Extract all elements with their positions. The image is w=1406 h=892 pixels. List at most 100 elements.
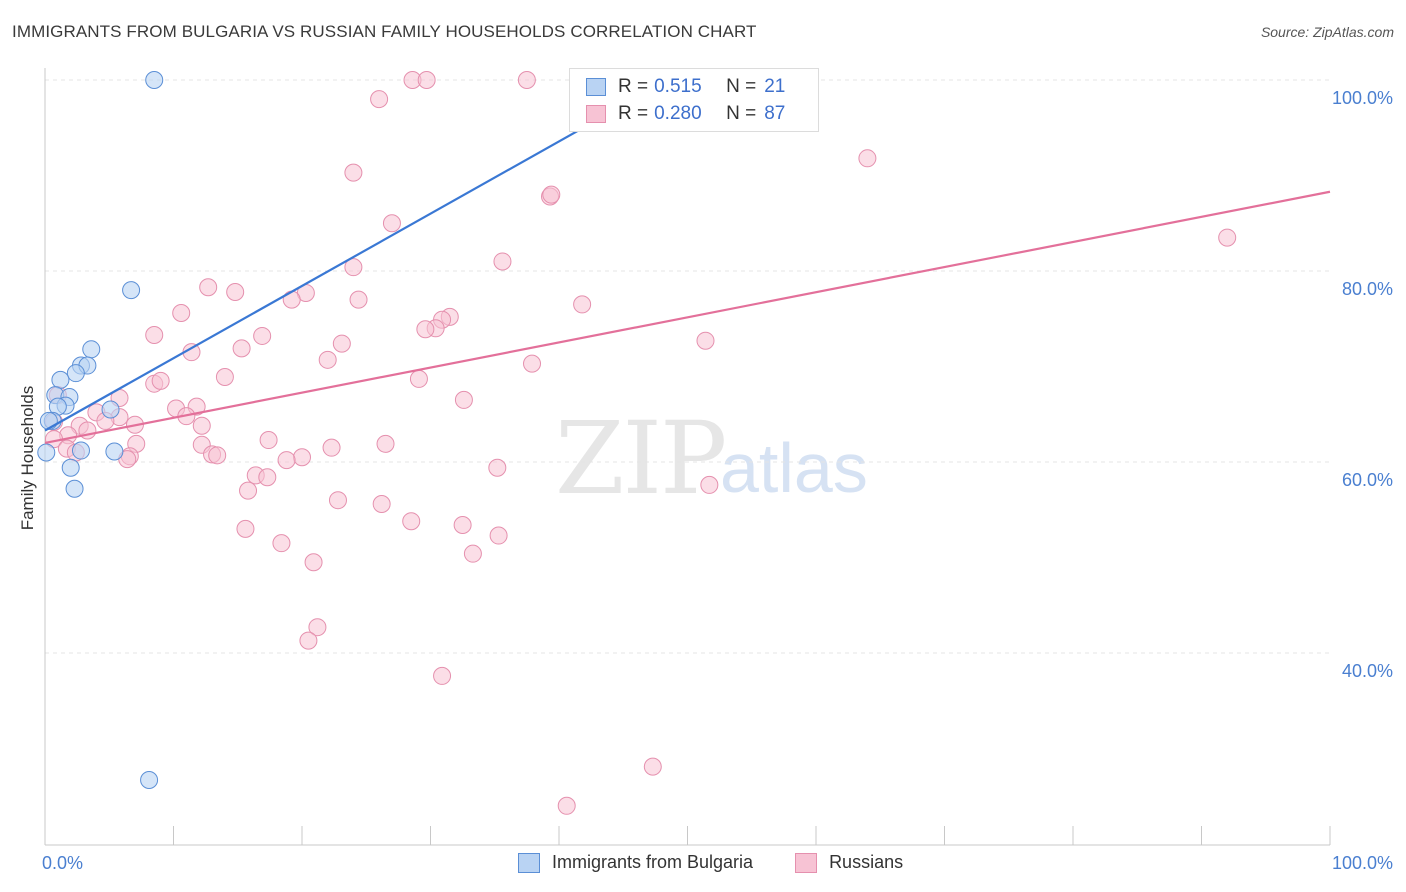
russians-point	[416, 320, 435, 339]
russians-point	[372, 495, 391, 514]
trend-lines	[44, 79, 1331, 444]
russians-point	[700, 475, 719, 494]
bulgaria-point	[101, 400, 120, 419]
russians-point	[489, 526, 508, 545]
legend-n-label: N =	[726, 103, 757, 124]
legend-item-russians[interactable]: Russians	[795, 852, 903, 873]
russians-point	[328, 491, 347, 510]
x-tick-label: 100.0%	[1332, 853, 1393, 873]
watermark-zip: ZIP	[555, 400, 727, 517]
russians-point	[433, 666, 452, 685]
russians-point	[151, 371, 170, 390]
russians-point	[236, 519, 255, 538]
russians-point	[696, 331, 715, 350]
russians-point	[344, 163, 363, 182]
russians-point	[493, 252, 512, 271]
russians-point	[282, 290, 301, 309]
russians-point	[1218, 228, 1237, 247]
russians-point	[542, 185, 561, 204]
legend-r-value: 0.515	[654, 76, 702, 97]
chart-title: IMMIGRANTS FROM BULGARIA VS RUSSIAN FAMI…	[12, 22, 757, 41]
legend-label-russians: Russians	[829, 852, 904, 872]
russians-point	[344, 258, 363, 277]
legend-row-russians: R = 0.280 N = 87	[586, 102, 785, 126]
russians-point	[517, 71, 536, 89]
bulgaria-point	[122, 281, 141, 300]
bulgaria-point	[37, 443, 56, 462]
tick-labels: 40.0% 60.0% 80.0% 100.0% 0.0% 100.0%	[42, 88, 1393, 873]
russians-point	[253, 326, 272, 345]
russians-point	[199, 278, 218, 297]
source-label: Source: ZipAtlas.com	[1260, 24, 1394, 40]
legend-swatch-blue	[586, 78, 606, 96]
correlation-legend: R = 0.515 N = 21 R = 0.280 N = 87	[569, 68, 819, 132]
y-tick-label: 100.0%	[1332, 88, 1393, 108]
bulgaria-point	[39, 411, 58, 430]
russians-point	[172, 304, 191, 323]
russians-point	[573, 295, 592, 314]
bulgaria-point	[105, 442, 124, 461]
russians-point	[417, 71, 436, 89]
legend-n-value: 87	[764, 103, 786, 124]
russians-point	[145, 325, 164, 344]
bulgaria-trend-line	[44, 79, 669, 432]
legend-r-label: R =	[618, 103, 649, 124]
russians-point	[208, 446, 227, 465]
legend-swatch-pink	[795, 852, 818, 873]
bulgaria-point	[65, 479, 84, 498]
russians-point	[557, 796, 576, 815]
russians-point	[318, 350, 337, 369]
russians-point	[226, 283, 245, 302]
legend-n-value: 21	[764, 76, 786, 97]
russians-point	[453, 516, 472, 535]
legend-swatch-blue	[518, 852, 540, 873]
russians-point	[454, 390, 473, 409]
watermark-atlas: atlas	[720, 429, 868, 507]
legend-row-bulgaria: R = 0.515 N = 21	[586, 75, 785, 99]
legend-r-value: 0.280	[654, 103, 702, 124]
russians-point	[232, 339, 251, 358]
gridlines	[45, 79, 1330, 654]
russians-point	[239, 481, 258, 500]
bulgaria-points	[37, 71, 662, 790]
bulgaria-point	[82, 340, 101, 359]
bulgaria-point	[145, 71, 164, 89]
x-tick-label: 0.0%	[42, 853, 83, 873]
bulgaria-point	[66, 364, 85, 383]
russians-point	[463, 544, 482, 563]
bulgaria-point	[140, 771, 159, 790]
russians-point	[192, 416, 211, 435]
y-tick-label: 60.0%	[1342, 470, 1393, 490]
russians-point	[523, 354, 542, 373]
russians-point	[259, 431, 278, 450]
bulgaria-point	[61, 458, 80, 477]
russians-point	[858, 149, 877, 168]
russians-point	[293, 448, 311, 467]
russians-point	[370, 90, 389, 109]
russians-point	[299, 631, 318, 650]
russians-point	[402, 512, 421, 531]
russians-point	[308, 618, 327, 637]
russians-point	[376, 434, 395, 453]
russians-point	[349, 290, 368, 309]
legend-swatch-pink	[586, 105, 606, 123]
y-tick-label: 80.0%	[1342, 279, 1393, 299]
y-tick-label: 40.0%	[1342, 661, 1393, 681]
russians-point	[277, 451, 296, 470]
russians-point	[215, 368, 234, 387]
russians-point	[643, 757, 662, 776]
bulgaria-point	[71, 441, 90, 460]
russians-point	[488, 458, 507, 477]
series-legend: Immigrants from Bulgaria Russians	[518, 852, 945, 873]
russians-trend-line	[44, 190, 1331, 444]
russians-point	[409, 369, 428, 388]
russians-point	[258, 468, 277, 487]
russians-point	[272, 534, 291, 553]
axes	[44, 68, 1331, 846]
russians-point	[332, 334, 351, 353]
legend-item-bulgaria[interactable]: Immigrants from Bulgaria	[518, 852, 753, 873]
legend-label-bulgaria: Immigrants from Bulgaria	[552, 852, 754, 872]
russians-points	[44, 71, 1237, 815]
russians-point	[322, 438, 341, 457]
